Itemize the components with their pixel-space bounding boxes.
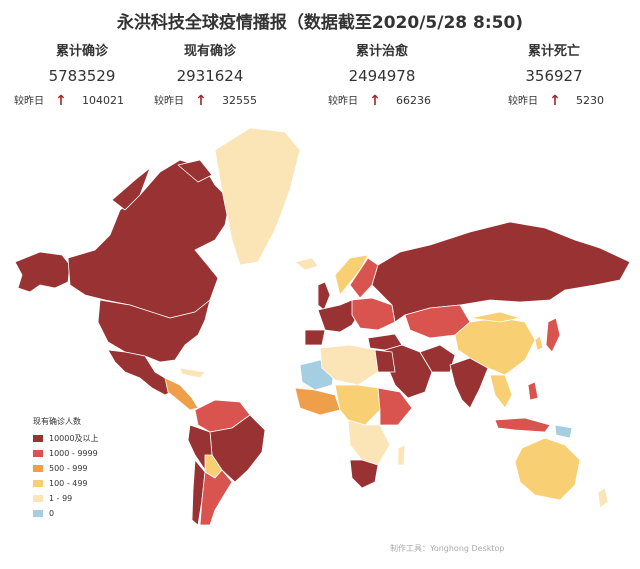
stat-current-confirmed: 现有确诊 2931624 较昨日 ↑ 32555 bbox=[130, 40, 290, 109]
delta-value: 5230 bbox=[576, 94, 604, 107]
region-mongolia[interactable] bbox=[469, 311, 521, 323]
page-title: 永洪科技全球疫情播报（数据截至2020/5/28 8:50) bbox=[116, 13, 524, 33]
region-argentina[interactable] bbox=[199, 469, 233, 526]
region-png[interactable] bbox=[554, 424, 573, 439]
delta-value: 104021 bbox=[82, 94, 124, 107]
region-spain[interactable] bbox=[304, 329, 326, 346]
stat-label: 累计治愈 bbox=[355, 44, 408, 59]
region-australia[interactable] bbox=[514, 437, 581, 501]
delta-label: 较昨日 bbox=[328, 96, 358, 107]
delta-label: 较昨日 bbox=[508, 96, 538, 107]
region-philippines[interactable] bbox=[527, 381, 539, 401]
region-north-africa[interactable] bbox=[319, 344, 379, 386]
region-middle-east[interactable] bbox=[384, 344, 433, 399]
legend-item[interactable]: 1000 - 9999 bbox=[33, 446, 98, 461]
stat-delta: 较昨日 ↑ 5230 bbox=[508, 92, 604, 109]
legend-title: 现有确诊人数 bbox=[33, 417, 81, 426]
region-korea[interactable] bbox=[534, 335, 544, 351]
world-map[interactable] bbox=[0, 118, 640, 528]
region-iran[interactable] bbox=[419, 344, 456, 373]
up-arrow-icon: ↑ bbox=[549, 93, 561, 109]
stat-value: 2931624 bbox=[176, 67, 244, 85]
region-west-africa[interactable] bbox=[294, 387, 341, 416]
region-southeast-asia[interactable] bbox=[489, 374, 513, 409]
legend-item[interactable]: 0 bbox=[33, 506, 98, 521]
legend-label: 1000 - 9999 bbox=[49, 449, 98, 458]
region-south-africa[interactable] bbox=[349, 459, 379, 489]
stat-delta: 较昨日 ↑ 104021 bbox=[14, 92, 124, 109]
stat-label: 累计确诊 bbox=[55, 44, 108, 59]
stat-label: 累计死亡 bbox=[527, 44, 580, 59]
legend-swatch bbox=[33, 480, 43, 487]
region-egypt[interactable] bbox=[374, 349, 396, 373]
delta-label: 较昨日 bbox=[14, 96, 44, 107]
stat-total-deaths: 累计死亡 356927 较昨日 ↑ 5230 bbox=[474, 40, 634, 109]
region-greenland[interactable] bbox=[214, 127, 301, 266]
legend-label: 500 - 999 bbox=[49, 464, 88, 473]
stat-delta: 较昨日 ↑ 32555 bbox=[154, 92, 257, 109]
region-southern-africa[interactable] bbox=[347, 419, 391, 466]
region-cuba[interactable] bbox=[179, 367, 206, 379]
legend-label: 0 bbox=[49, 509, 55, 518]
delta-label: 较昨日 bbox=[154, 96, 184, 107]
region-new-zealand[interactable] bbox=[597, 487, 609, 509]
legend-swatch bbox=[33, 510, 43, 517]
legend: 现有确诊人数 10000及以上 1000 - 9999 500 - 999 10… bbox=[33, 416, 98, 521]
up-arrow-icon: ↑ bbox=[55, 93, 67, 109]
region-central-africa[interactable] bbox=[334, 384, 381, 426]
stat-label: 现有确诊 bbox=[183, 44, 236, 59]
up-arrow-icon: ↑ bbox=[195, 93, 207, 109]
legend-swatch bbox=[33, 495, 43, 502]
credit-text: 制作工具：Yonghong Desktop bbox=[390, 544, 505, 553]
delta-value: 32555 bbox=[222, 94, 257, 107]
region-arctic-islands[interactable] bbox=[177, 159, 213, 183]
stat-value: 2494978 bbox=[348, 67, 416, 85]
legend-item[interactable]: 100 - 499 bbox=[33, 476, 98, 491]
region-india[interactable] bbox=[449, 357, 489, 409]
region-arctic-islands[interactable] bbox=[111, 167, 151, 211]
up-arrow-icon: ↑ bbox=[369, 93, 381, 109]
legend-item[interactable]: 1 - 99 bbox=[33, 491, 98, 506]
legend-label: 1 - 99 bbox=[49, 494, 73, 503]
stat-value: 356927 bbox=[525, 67, 583, 85]
legend-label: 10000及以上 bbox=[49, 434, 99, 443]
legend-label: 100 - 499 bbox=[49, 479, 88, 488]
region-central-america[interactable] bbox=[164, 377, 199, 411]
legend-item[interactable]: 500 - 999 bbox=[33, 461, 98, 476]
region-usa[interactable] bbox=[97, 299, 211, 363]
region-indonesia[interactable] bbox=[494, 417, 551, 433]
region-alaska[interactable] bbox=[14, 251, 71, 293]
stat-value: 5783529 bbox=[48, 67, 116, 85]
region-east-africa[interactable] bbox=[377, 387, 413, 426]
stat-delta: 较昨日 ↑ 66236 bbox=[328, 92, 431, 109]
region-canada[interactable] bbox=[67, 159, 231, 319]
legend-item[interactable]: 10000及以上 bbox=[33, 431, 98, 446]
legend-swatch bbox=[33, 465, 43, 472]
stat-total-recovered: 累计治愈 2494978 较昨日 ↑ 66236 bbox=[302, 40, 462, 109]
region-madagascar[interactable] bbox=[397, 444, 406, 466]
legend-swatch bbox=[33, 450, 43, 457]
region-japan[interactable] bbox=[545, 317, 561, 353]
region-eastern-europe[interactable] bbox=[351, 297, 396, 331]
region-iceland[interactable] bbox=[294, 257, 319, 271]
legend-swatch bbox=[33, 435, 43, 442]
stat-total-confirmed: 累计确诊 5783529 较昨日 ↑ 104021 bbox=[2, 40, 162, 109]
delta-value: 66236 bbox=[396, 94, 431, 107]
region-uk[interactable] bbox=[317, 281, 331, 311]
region-russia[interactable] bbox=[371, 221, 631, 323]
